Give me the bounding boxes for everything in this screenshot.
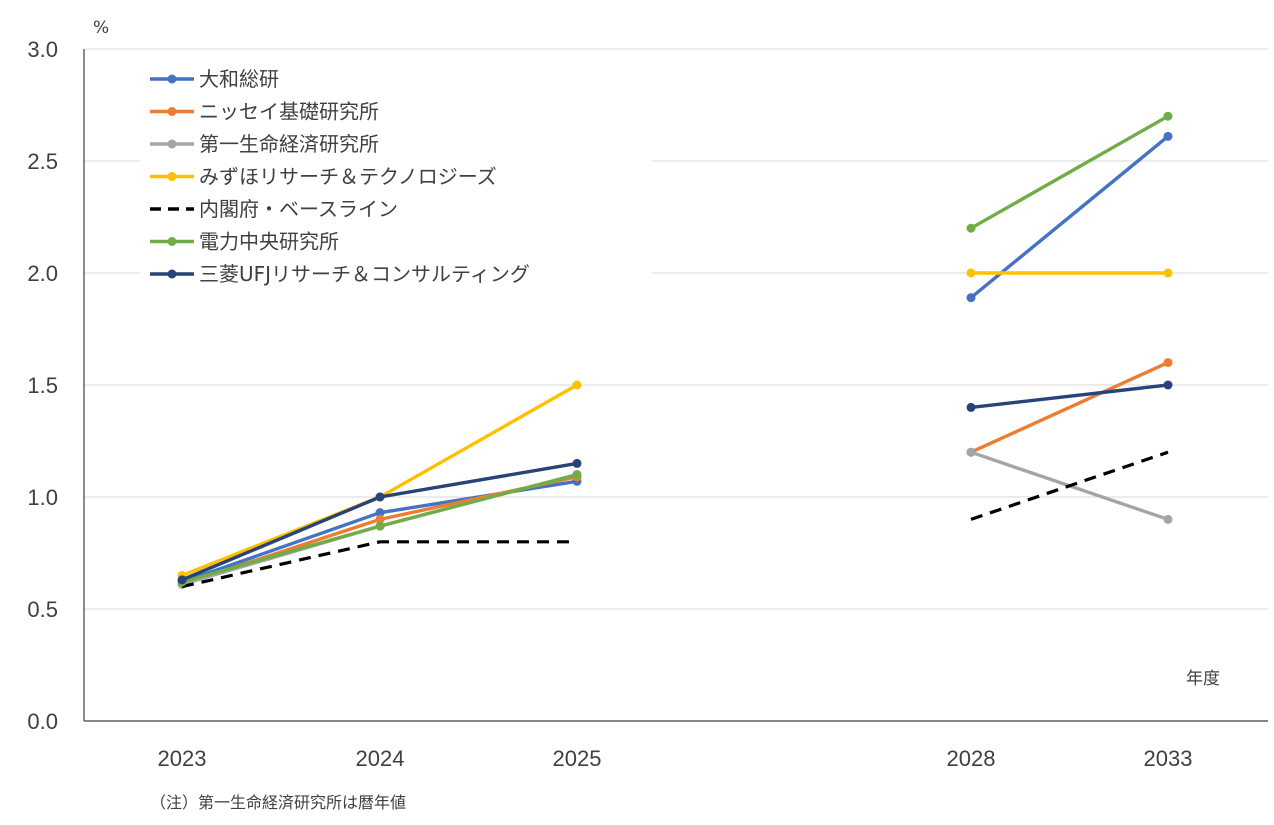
data-point xyxy=(1163,111,1173,121)
y-tick-label: 0.5 xyxy=(27,597,58,622)
legend-item: ニッセイ基礎研究所 xyxy=(150,100,379,124)
legend-label: みずほリサーチ＆テクノロジーズ xyxy=(199,165,497,189)
series-内閣府・ベースライン xyxy=(181,450,1169,589)
legend-item: 内閣府・ベースライン xyxy=(150,197,398,221)
legend-swatch-marker xyxy=(167,237,177,246)
x-tick-label: 2028 xyxy=(947,746,996,771)
data-point xyxy=(375,508,385,518)
legend-label: 電力中央研究所 xyxy=(199,230,339,254)
legend-label: 第一生命経済研究所 xyxy=(199,132,379,156)
data-point xyxy=(966,293,976,303)
legend-swatch-marker xyxy=(167,107,177,116)
legend-swatch-marker xyxy=(167,172,177,181)
data-point xyxy=(966,223,976,233)
series-line xyxy=(970,114,1169,230)
legend-item: みずほリサーチ＆テクノロジーズ xyxy=(150,165,497,189)
y-tick-label: 3.0 xyxy=(27,37,58,62)
y-tick-labels: 0.0 0.5 1.0 1.5 2.0 2.5 3.0 xyxy=(27,37,58,734)
data-point xyxy=(375,521,385,531)
y-tick-label: 2.5 xyxy=(27,149,58,174)
series-lines xyxy=(177,111,1173,589)
legend: 大和総研ニッセイ基礎研究所第一生命経済研究所みずほリサーチ＆テクノロジーズ内閣府… xyxy=(150,67,530,286)
legend-background xyxy=(140,62,652,294)
data-point xyxy=(177,575,187,585)
y-axis-unit-label: % xyxy=(93,18,109,38)
x-tick-label: 2033 xyxy=(1144,746,1193,771)
y-tick-label: 2.0 xyxy=(27,261,58,286)
data-point xyxy=(1163,514,1173,524)
data-point xyxy=(375,514,385,524)
x-tick-label: 2024 xyxy=(356,746,405,771)
x-axis-label: 年度 xyxy=(1186,669,1220,689)
legend-swatch-marker xyxy=(167,139,177,149)
data-point xyxy=(1163,358,1173,368)
legend-swatch-marker xyxy=(167,269,177,279)
series-三菱UFJリサーチ＆コンサルティング xyxy=(177,380,1173,585)
data-point xyxy=(572,470,582,480)
series-line xyxy=(970,361,1169,454)
data-point xyxy=(572,458,582,468)
legend-swatch-marker xyxy=(167,74,177,84)
series-line xyxy=(970,450,1169,521)
series-line xyxy=(969,135,1170,299)
x-tick-label: 2025 xyxy=(553,746,602,771)
legend-label: 大和総研 xyxy=(199,67,279,91)
data-point xyxy=(1163,268,1173,278)
data-point xyxy=(966,447,976,457)
data-point xyxy=(966,402,976,412)
x-tick-labels: 2023 2024 2025 2028 2033 xyxy=(158,746,1193,771)
x-tick-label: 2023 xyxy=(158,746,207,771)
series-line xyxy=(970,383,1169,410)
y-tick-label: 1.0 xyxy=(27,485,58,510)
data-point xyxy=(966,268,976,278)
legend-item: 大和総研 xyxy=(150,67,279,91)
series-line xyxy=(181,383,578,577)
footnote: （注）第一生命経済研究所は暦年値 xyxy=(150,793,406,812)
series-みずほリサーチ＆テクノロジーズ xyxy=(177,268,1173,580)
legend-item: 第一生命経済研究所 xyxy=(150,132,379,156)
series-line xyxy=(181,540,577,589)
data-point xyxy=(1163,380,1173,390)
y-tick-label: 0.0 xyxy=(27,709,58,734)
data-point xyxy=(572,380,582,390)
legend-label: 三菱UFJリサーチ＆コンサルティング xyxy=(199,262,530,286)
y-tick-label: 1.5 xyxy=(27,373,58,398)
legend-label: 内閣府・ベースライン xyxy=(199,197,398,221)
legend-item: 電力中央研究所 xyxy=(150,230,339,254)
series-電力中央研究所 xyxy=(177,111,1173,587)
legend-label: ニッセイ基礎研究所 xyxy=(199,100,379,124)
legend-item: 三菱UFJリサーチ＆コンサルティング xyxy=(150,262,530,286)
data-point xyxy=(1163,131,1173,141)
data-point xyxy=(375,492,385,502)
